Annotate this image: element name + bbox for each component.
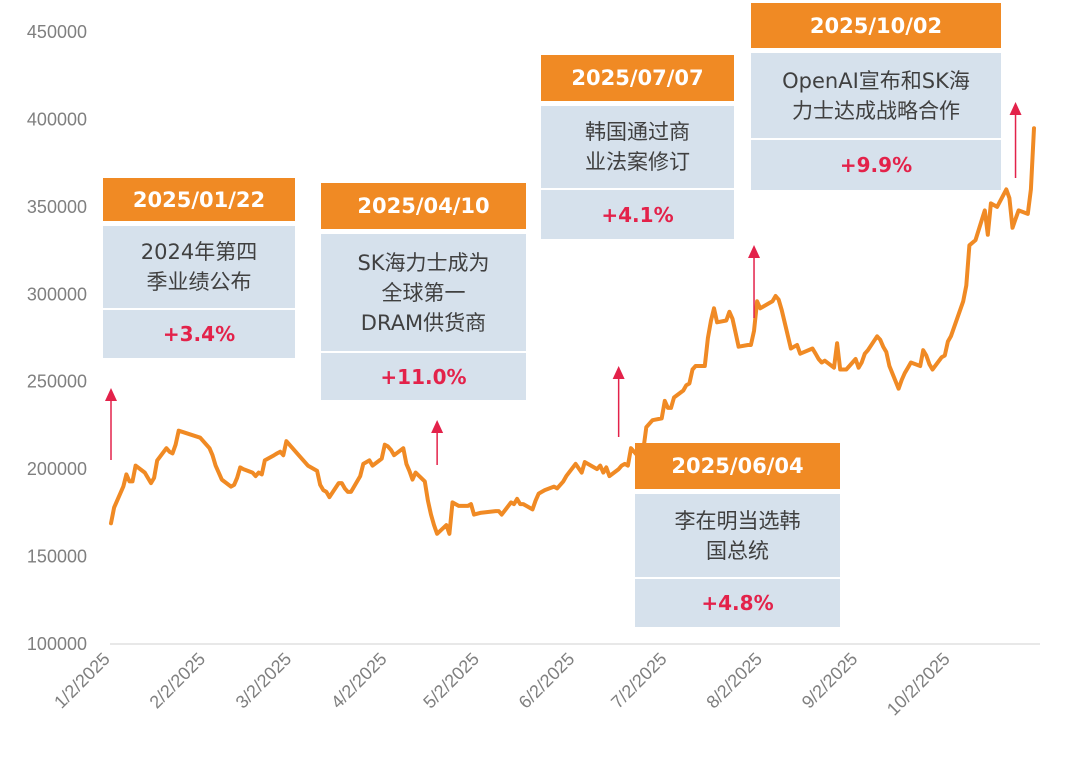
- event-description: 李在明当选韩 国总统: [635, 494, 840, 577]
- event-arrow: [748, 245, 761, 318]
- event-change: +4.8%: [635, 579, 840, 627]
- event-callout: 2025/04/10 SK海力士成为 全球第一 DRAM供货商 +11.0%: [321, 183, 526, 400]
- price-line: [109, 126, 1036, 536]
- y-tick-label: 450000: [27, 22, 87, 42]
- event-callout: 2025/10/02 OpenAI宣布和SK海 力士达成战略合作 +9.9%: [751, 3, 1001, 190]
- x-tick-label: 7/2/2025: [607, 649, 671, 713]
- y-tick-label: 250000: [27, 372, 87, 392]
- x-tick-label: 2/2/2025: [146, 649, 210, 713]
- event-change: +9.9%: [751, 140, 1001, 190]
- x-tick-label: 3/2/2025: [232, 649, 296, 713]
- x-tick-label: 9/2/2025: [798, 649, 862, 713]
- event-arrow: [1009, 102, 1022, 178]
- x-tick-label: 6/2/2025: [515, 649, 579, 713]
- x-tick-label: 1/2/2025: [50, 649, 114, 713]
- y-tick-label: 300000: [27, 284, 87, 304]
- event-callout: 2025/01/22 2024年第四 季业绩公布 +3.4%: [103, 178, 295, 358]
- event-arrow: [105, 388, 117, 460]
- event-change: +11.0%: [321, 353, 526, 400]
- y-tick-label: 350000: [27, 197, 87, 217]
- y-tick-label: 150000: [27, 547, 87, 567]
- event-arrow: [612, 366, 625, 437]
- y-tick-label: 100000: [27, 634, 87, 654]
- x-tick-label: 10/2/2025: [883, 649, 954, 720]
- x-tick-label: 5/2/2025: [419, 649, 483, 713]
- event-date: 2025/10/02: [751, 3, 1001, 48]
- y-tick-label: 200000: [27, 459, 87, 479]
- event-date: 2025/01/22: [103, 178, 295, 221]
- x-tick-label: 4/2/2025: [327, 649, 391, 713]
- event-date: 2025/06/04: [635, 443, 840, 489]
- event-description: 2024年第四 季业绩公布: [103, 226, 295, 308]
- event-change: +4.1%: [541, 190, 734, 239]
- event-callout: 2025/06/04 李在明当选韩 国总统 +4.8%: [635, 443, 840, 627]
- event-description: 韩国通过商 业法案修订: [541, 106, 734, 188]
- event-callout: 2025/07/07 韩国通过商 业法案修订 +4.1%: [541, 55, 734, 239]
- event-change: +3.4%: [103, 310, 295, 358]
- event-description: OpenAI宣布和SK海 力士达成战略合作: [751, 53, 1001, 138]
- x-tick-label: 8/2/2025: [702, 649, 766, 713]
- event-description: SK海力士成为 全球第一 DRAM供货商: [321, 234, 526, 351]
- event-date: 2025/04/10: [321, 183, 526, 229]
- event-arrow: [431, 420, 444, 465]
- event-date: 2025/07/07: [541, 55, 734, 101]
- y-tick-label: 400000: [27, 109, 87, 129]
